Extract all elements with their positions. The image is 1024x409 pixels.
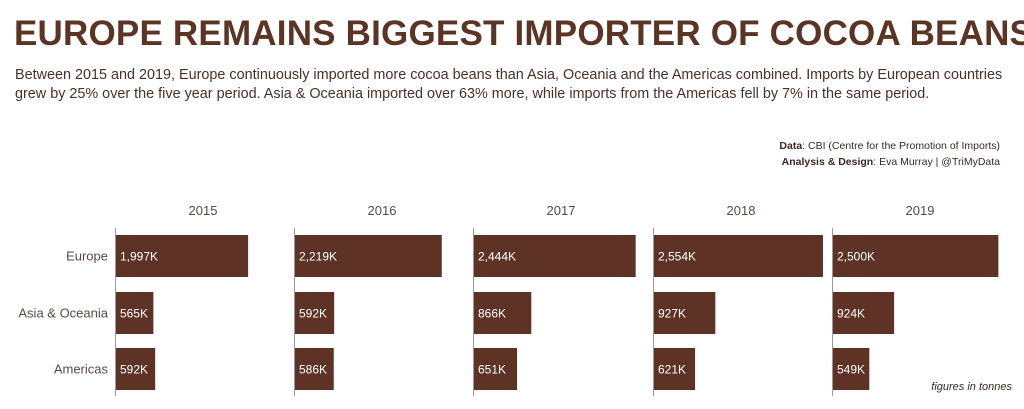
bar-2018-asia-and-oceania bbox=[654, 292, 716, 334]
credits: Data: CBI (Centre for the Promotion of I… bbox=[779, 138, 1000, 170]
bar-2015-americas bbox=[116, 348, 156, 390]
page-subtitle: Between 2015 and 2019, Europe continuous… bbox=[15, 67, 1003, 102]
bar-2017-asia-and-oceania bbox=[474, 292, 532, 334]
year-label-2017: 2017 bbox=[547, 203, 576, 218]
bar-2018-europe bbox=[654, 235, 823, 277]
bar-2015-asia-and-oceania bbox=[116, 292, 154, 334]
value-label-2015-americas: 592K bbox=[120, 363, 148, 377]
year-label-2015: 2015 bbox=[189, 203, 218, 218]
value-label-2018-americas: 621K bbox=[658, 363, 686, 377]
value-label-2016-americas: 586K bbox=[299, 363, 327, 377]
design-credit: Analysis & Design: Eva Murray | @TriMyDa… bbox=[779, 154, 1000, 170]
value-label-2018-asia-and-oceania: 927K bbox=[658, 307, 686, 321]
data-credit-value: : CBI (Centre for the Promotion of Impor… bbox=[802, 140, 1000, 152]
year-label-2016: 2016 bbox=[368, 203, 397, 218]
bar-2017-europe bbox=[474, 235, 636, 277]
value-label-2015-europe: 1,997K bbox=[120, 250, 158, 264]
bar-2018-americas bbox=[654, 348, 696, 390]
value-label-2017-americas: 651K bbox=[478, 363, 506, 377]
bar-2019-americas bbox=[833, 348, 870, 390]
value-label-2016-europe: 2,219K bbox=[299, 250, 337, 264]
value-label-2017-asia-and-oceania: 866K bbox=[478, 307, 506, 321]
bar-2016-asia-and-oceania bbox=[295, 292, 335, 334]
value-label-2018-europe: 2,554K bbox=[658, 250, 696, 264]
bar-2019-asia-and-oceania bbox=[833, 292, 895, 334]
design-credit-label: Analysis & Design bbox=[781, 156, 874, 168]
bar-2019-europe bbox=[833, 235, 999, 277]
bar-2016-europe bbox=[295, 235, 442, 277]
bar-2017-americas bbox=[474, 348, 518, 390]
value-label-2019-europe: 2,500K bbox=[837, 250, 875, 264]
value-label-2019-asia-and-oceania: 924K bbox=[837, 307, 865, 321]
category-label-europe: Europe bbox=[66, 249, 108, 264]
units-note: figures in tonnes bbox=[931, 381, 1012, 393]
bar-2015-europe bbox=[116, 235, 249, 277]
data-credit-label: Data bbox=[779, 140, 803, 152]
data-credit: Data: CBI (Centre for the Promotion of I… bbox=[779, 138, 1000, 154]
value-label-2019-americas: 549K bbox=[837, 363, 865, 377]
value-label-2017-europe: 2,444K bbox=[478, 250, 516, 264]
year-label-2018: 2018 bbox=[727, 203, 756, 218]
value-label-2015-asia-and-oceania: 565K bbox=[120, 307, 148, 321]
year-label-2019: 2019 bbox=[906, 203, 935, 218]
category-label-americas: Americas bbox=[54, 362, 109, 377]
category-label-asia-and-oceania: Asia & Oceania bbox=[18, 306, 108, 321]
value-label-2016-asia-and-oceania: 592K bbox=[299, 307, 327, 321]
design-credit-value: : Eva Murray | @TriMyData bbox=[873, 156, 1000, 168]
page-title: EUROPE REMAINS BIGGEST IMPORTER OF COCOA… bbox=[14, 14, 1024, 53]
bar-2016-americas bbox=[295, 348, 334, 390]
